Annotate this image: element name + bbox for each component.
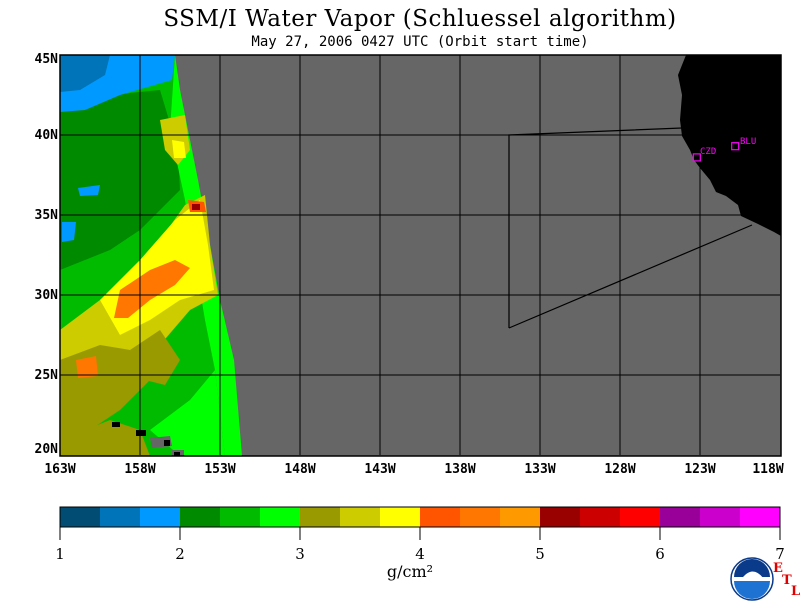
colorbar-swatch: [740, 507, 781, 527]
lon-label-133w: 133W: [524, 462, 556, 477]
lat-label-35n: 35N: [34, 208, 58, 223]
map-title: SSM/I Water Vapor (Schluessel algorithm): [163, 6, 677, 32]
lon-label-138w: 138W: [444, 462, 476, 477]
colorbar-ticks: [59, 527, 781, 540]
colorbar-swatch: [340, 507, 381, 527]
lon-label-143w: 143W: [364, 462, 396, 477]
colorbar-swatch: [660, 507, 701, 527]
colorbar-swatch: [580, 507, 621, 527]
station-label-blu: BLU: [740, 137, 757, 147]
colorbar-swatch: [500, 507, 541, 527]
colorbar-swatch: [100, 507, 141, 527]
lon-label-123w: 123W: [684, 462, 716, 477]
colorbar-swatch: [220, 507, 261, 527]
colorbar-swatch: [380, 507, 421, 527]
colorbar-swatch: [420, 507, 461, 527]
colorbar-swatch: [620, 507, 661, 527]
land-mass: [678, 55, 781, 236]
etl-letter-e: E: [773, 561, 783, 576]
colorbar-label-7: 7: [775, 545, 785, 563]
etl-letter-t: T: [782, 573, 792, 588]
lon-label-148w: 148W: [284, 462, 316, 477]
colorbar-swatch: [300, 507, 341, 527]
colorbar-label-2: 2: [175, 545, 185, 563]
lon-label-128w: 128W: [604, 462, 636, 477]
colorbar-label-3: 3: [295, 545, 305, 563]
lat-label-20n: 20N: [34, 442, 58, 457]
station-marker-czd: [692, 153, 701, 162]
lat-label-25n: 25N: [34, 368, 58, 383]
region-outline: [508, 127, 753, 329]
colorbar-label-1: 1: [55, 545, 65, 563]
swath-data: [60, 55, 242, 456]
colorbar-swatch: [460, 507, 501, 527]
lon-label-118w: 118W: [752, 462, 784, 477]
lat-lon-grid: [60, 55, 780, 455]
colorbar-units: g/cm²: [386, 562, 434, 581]
station-markers: [692, 142, 740, 162]
map-border: [59, 54, 782, 457]
map-subtitle: May 27, 2006 0427 UTC (Orbit start time): [251, 34, 589, 50]
colorbar-swatch: [700, 507, 741, 527]
etl-letter-l: L: [791, 584, 800, 599]
lat-label-30n: 30N: [34, 288, 58, 303]
lon-label-153w: 153W: [204, 462, 236, 477]
colorbar-swatch: [140, 507, 181, 527]
colorbar-label-4: 4: [415, 545, 425, 563]
colorbar-swatch: [260, 507, 301, 527]
lon-label-158w: 158W: [124, 462, 156, 477]
station-marker-blu: [731, 142, 740, 151]
station-label-czd: CZD: [700, 147, 717, 157]
noaa-logo-icon: [730, 557, 774, 601]
lat-label-45n: 45N: [34, 52, 58, 67]
lat-label-40n: 40N: [34, 128, 58, 143]
colorbar-swatch: [540, 507, 581, 527]
colorbar-swatch: [180, 507, 221, 527]
colorbar-label-6: 6: [655, 545, 665, 563]
colorbar-swatch: [60, 507, 101, 527]
colorbar: [60, 507, 781, 527]
lon-label-163w: 163W: [44, 462, 76, 477]
colorbar-label-5: 5: [535, 545, 545, 563]
